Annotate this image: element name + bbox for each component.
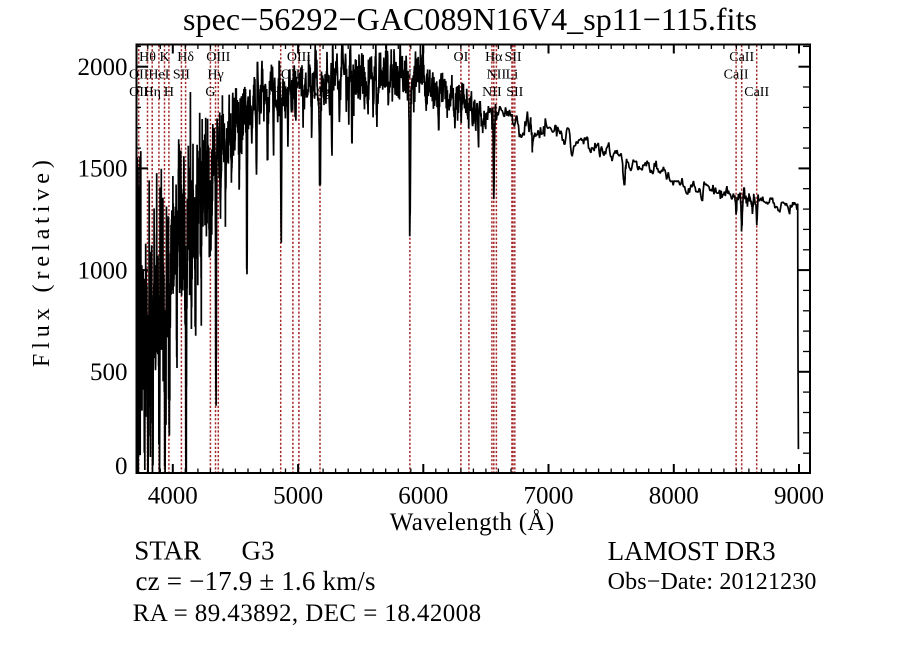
svg-text:9000: 9000	[774, 483, 824, 510]
svg-text:RA = 89.43892, DEC = 18.4200: RA = 89.43892, DEC = 18.42008	[133, 600, 481, 627]
svg-text:OII: OII	[129, 85, 149, 100]
svg-text:Wavelength (Å): Wavelength (Å)	[390, 509, 555, 536]
svg-text:Obs−Date: 20121230: Obs−Date: 20121230	[608, 569, 817, 595]
svg-text:STAR: STAR	[134, 536, 201, 566]
svg-text:CaII: CaII	[724, 68, 749, 83]
svg-text:0: 0	[115, 453, 128, 480]
svg-text:8000: 8000	[649, 483, 699, 510]
svg-text:Hα: Hα	[485, 50, 503, 65]
svg-text:OI: OI	[454, 50, 469, 65]
svg-text:NII: NII	[482, 85, 502, 100]
svg-text:Hη: Hη	[143, 85, 160, 100]
svg-text:G: G	[205, 85, 215, 100]
svg-text:7000: 7000	[524, 483, 574, 510]
svg-text:CaII: CaII	[729, 50, 754, 65]
svg-text:Hθ: Hθ	[139, 50, 156, 65]
svg-text:SII: SII	[504, 50, 521, 65]
svg-text:Hδ: Hδ	[177, 50, 194, 65]
svg-text:cz = −17.9 ± 1.6 km/s: cz = −17.9 ± 1.6 km/s	[136, 566, 376, 596]
svg-text:OIII: OIII	[287, 50, 311, 65]
svg-text:spec−56292−GAC089N16V4_sp11−11: spec−56292−GAC089N16V4_sp11−115.fits	[183, 1, 757, 37]
svg-text:HeI: HeI	[148, 68, 169, 83]
svg-text:1000: 1000	[78, 257, 128, 284]
svg-text:G3: G3	[242, 536, 275, 566]
svg-text:4000: 4000	[148, 483, 198, 510]
svg-text:Hγ: Hγ	[207, 68, 223, 83]
svg-text:SII: SII	[173, 68, 190, 83]
svg-text:SII: SII	[506, 85, 523, 100]
svg-text:500: 500	[90, 359, 128, 386]
svg-text:1500: 1500	[78, 156, 128, 183]
svg-text:LAMOST DR3: LAMOST DR3	[608, 536, 776, 566]
svg-text:H: H	[164, 85, 174, 100]
svg-text:NII: NII	[487, 68, 507, 83]
svg-text:Li: Li	[506, 68, 519, 83]
svg-text:CaII: CaII	[744, 85, 769, 100]
svg-text:6000: 6000	[398, 483, 448, 510]
svg-text:K: K	[159, 50, 169, 65]
svg-text:2000: 2000	[78, 54, 128, 81]
svg-text:Flux (relative): Flux (relative)	[29, 160, 55, 367]
svg-text:5000: 5000	[273, 483, 323, 510]
svg-text:OIII: OIII	[206, 50, 230, 65]
svg-text:OII: OII	[129, 68, 149, 83]
